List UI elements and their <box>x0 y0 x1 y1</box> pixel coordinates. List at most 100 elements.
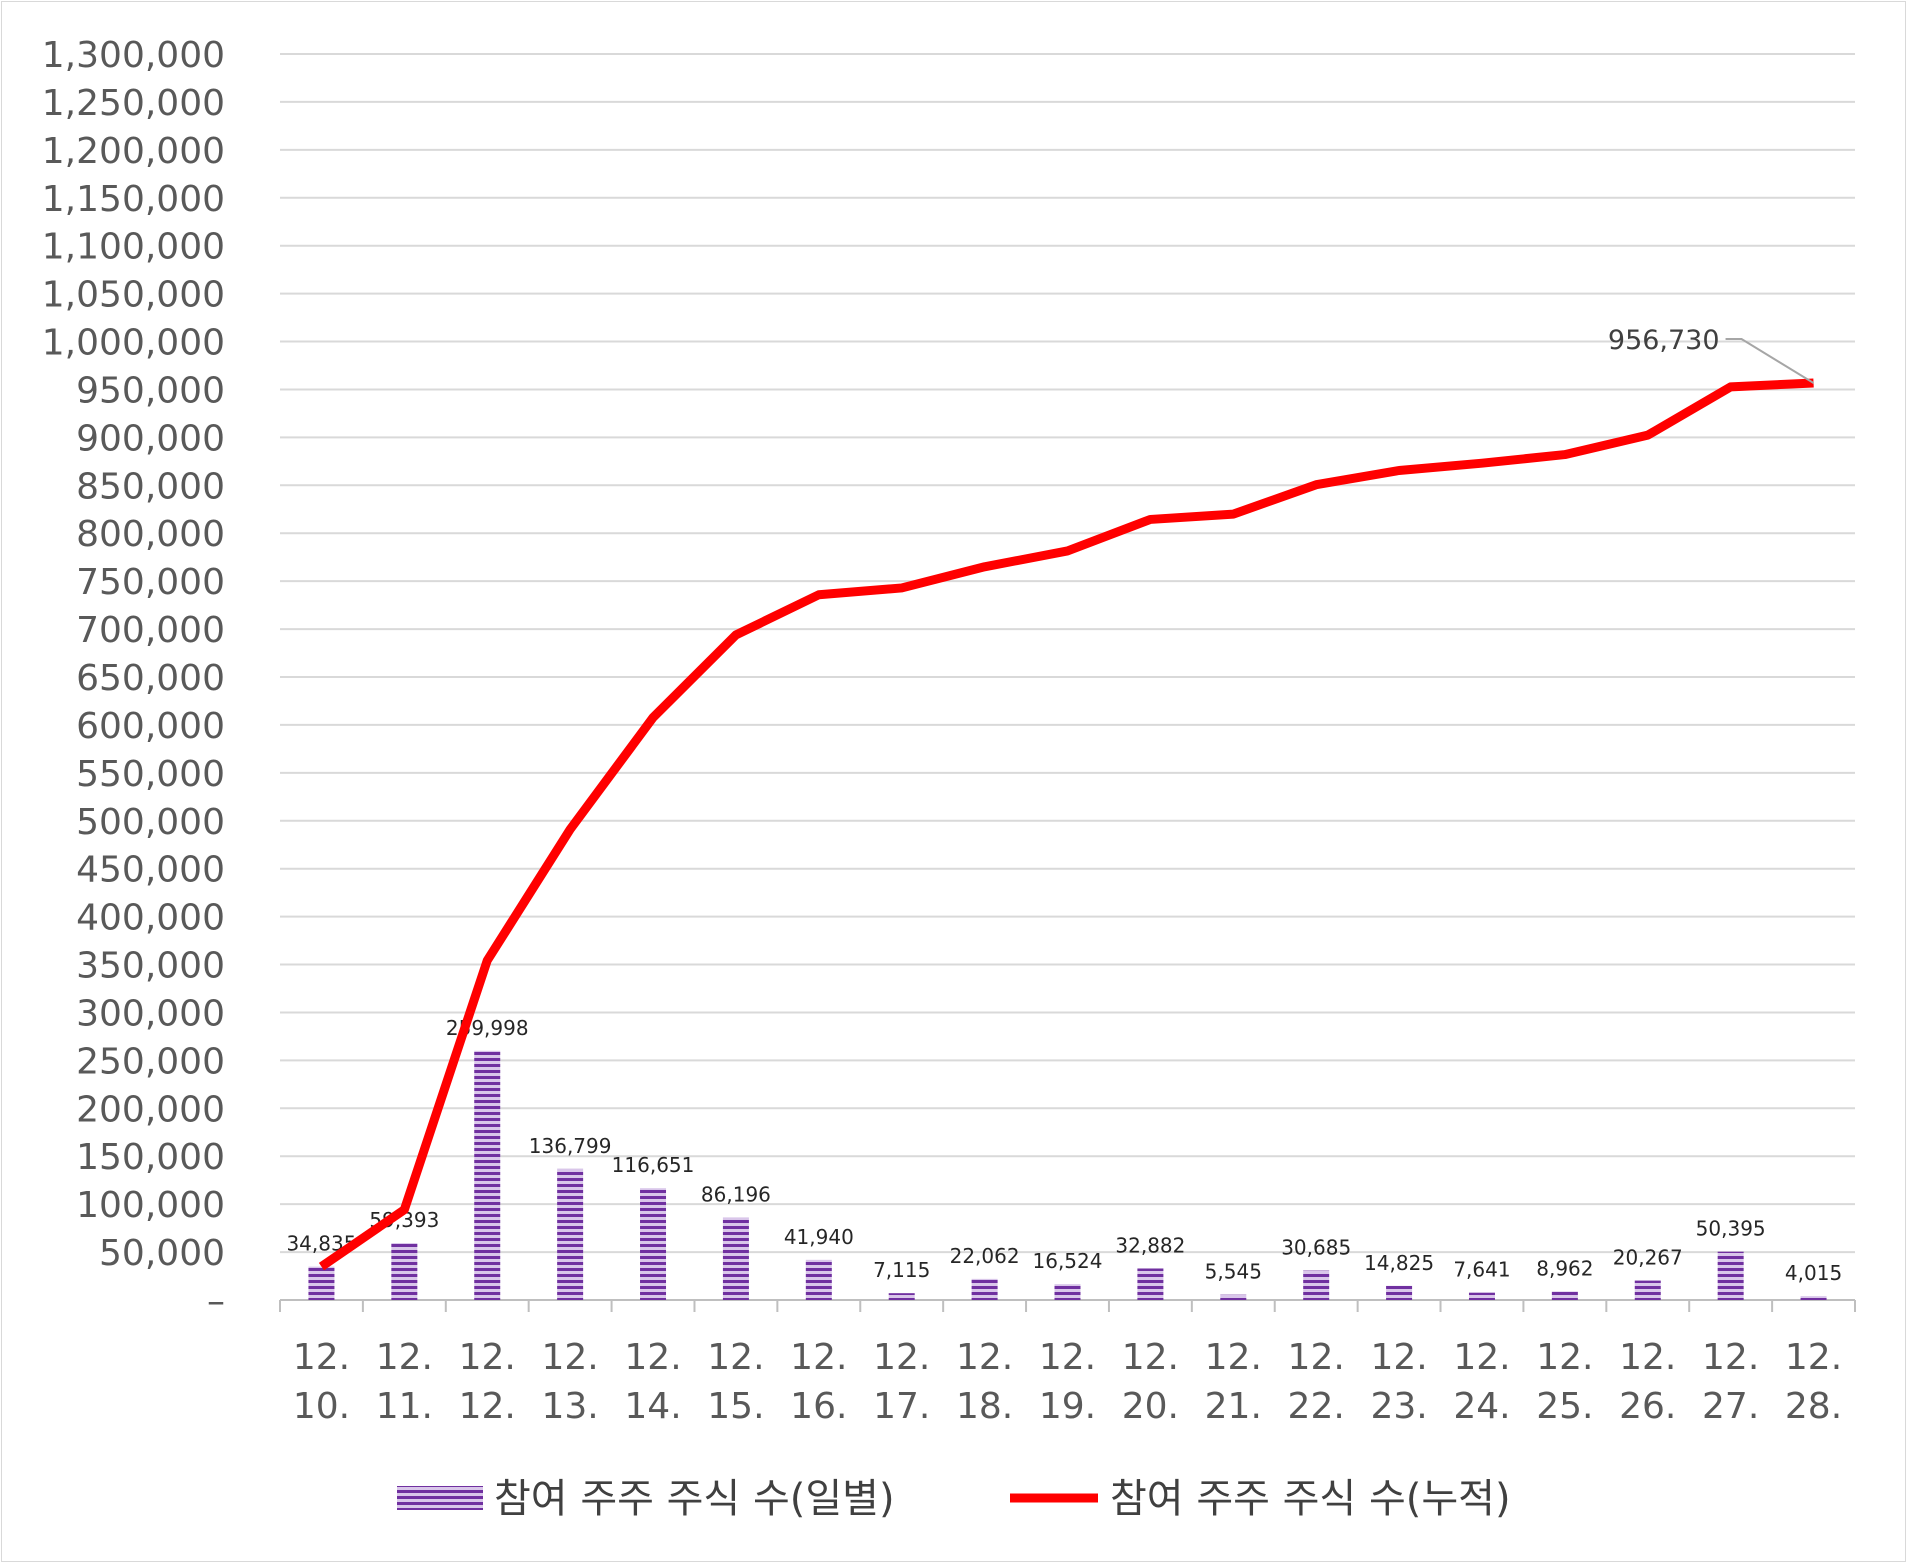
legend: 참여 주주 주식 수(일별) 참여 주주 주식 수(누적) <box>397 1476 1511 1522</box>
legend-bar-swatch <box>397 1486 483 1510</box>
x-tick-label: 22. <box>1288 1386 1345 1427</box>
y-tick-label: 50,000 <box>99 1233 225 1274</box>
x-tick-label: 12. <box>790 1337 847 1378</box>
y-tick-label: 350,000 <box>76 946 225 987</box>
bar-data-label: 4,015 <box>1785 1261 1842 1285</box>
cumulative-line <box>318 378 1814 1271</box>
y-axis-ticks: – 50,000 100,000 150,000 200,000 250,000 300,0… <box>42 35 225 1322</box>
daily-bar <box>888 1293 915 1300</box>
daily-bar <box>1468 1292 1495 1300</box>
bar-data-labels: 34,83559,393259,998136,799116,65186,1964… <box>286 1016 1842 1285</box>
bar-data-label: 8,962 <box>1536 1256 1593 1280</box>
label-leader-line <box>1725 338 1815 384</box>
daily-bar <box>1303 1270 1330 1300</box>
x-tick-label: 12. <box>293 1337 350 1378</box>
x-tick-label: 12. <box>1370 1337 1427 1378</box>
y-tick-label: 850,000 <box>76 466 225 507</box>
y-tick-label: 1,050,000 <box>42 275 225 316</box>
y-tick-label: 200,000 <box>76 1089 225 1130</box>
x-tick-label: 12. <box>1702 1337 1759 1378</box>
bar-data-label: 5,545 <box>1205 1260 1262 1284</box>
y-tick-label: 650,000 <box>76 658 225 699</box>
x-tick-label: 12. <box>873 1337 930 1378</box>
y-tick-label: – <box>207 1281 225 1322</box>
legend-line-label: 참여 주주 주식 수(누적) <box>1110 1476 1511 1522</box>
daily-bar <box>1717 1251 1744 1300</box>
bar-data-label: 7,641 <box>1453 1258 1510 1282</box>
x-axis: 12. 10. 12. 11. 12. 12. 12. 13. 12. 14. 12. 15. 12. 1… <box>279 1299 1856 1427</box>
x-tick-label: 12. <box>376 1337 433 1378</box>
daily-bar <box>1800 1296 1827 1300</box>
y-tick-label: 900,000 <box>76 418 225 459</box>
y-tick-label: 1,000,000 <box>42 323 225 364</box>
cumulative-line-label: 956,730 <box>1608 325 1815 384</box>
x-tick-label: 19. <box>1039 1386 1096 1427</box>
x-tick-label: 20. <box>1122 1386 1179 1427</box>
bar-data-label: 32,882 <box>1115 1233 1185 1257</box>
daily-bar <box>308 1266 335 1300</box>
x-tick-label: 12. <box>624 1337 681 1378</box>
y-tick-label: 1,100,000 <box>42 227 225 268</box>
x-tick-label: 10. <box>293 1386 350 1427</box>
daily-bar <box>805 1259 832 1300</box>
x-tick-label: 12. <box>459 1386 516 1427</box>
bar-data-label: 41,940 <box>784 1225 854 1249</box>
bar-data-label: 14,825 <box>1364 1251 1434 1275</box>
x-tick-label: 12. <box>707 1337 764 1378</box>
y-tick-label: 400,000 <box>76 898 225 939</box>
y-tick-label: 450,000 <box>76 850 225 891</box>
x-tick-label: 12. <box>1453 1337 1510 1378</box>
x-tick-label: 16. <box>790 1386 847 1427</box>
daily-bar <box>640 1188 667 1300</box>
daily-bar <box>1137 1268 1164 1300</box>
x-tick-label: 11. <box>376 1386 433 1427</box>
x-tick-label: 12. <box>1619 1337 1676 1378</box>
daily-bar <box>1220 1294 1247 1300</box>
y-tick-label: 1,250,000 <box>42 83 225 124</box>
x-tick-label: 12. <box>1122 1337 1179 1378</box>
daily-bars <box>308 1050 1827 1300</box>
bar-data-label: 16,524 <box>1033 1249 1103 1273</box>
x-tick-label: 24. <box>1453 1386 1510 1427</box>
daily-bar <box>971 1278 998 1300</box>
bar-data-label: 50,395 <box>1696 1217 1766 1241</box>
bar-data-label: 136,799 <box>529 1134 612 1158</box>
y-tick-label: 150,000 <box>76 1137 225 1178</box>
gridlines <box>280 53 1855 1254</box>
bar-data-label: 7,115 <box>873 1258 930 1282</box>
x-tick-label: 23. <box>1370 1386 1427 1427</box>
x-tick-label: 12. <box>459 1337 516 1378</box>
x-tick-label: 12. <box>1785 1337 1842 1378</box>
y-tick-label: 750,000 <box>76 562 225 603</box>
bar-data-label: 116,651 <box>612 1153 695 1177</box>
y-tick-label: 500,000 <box>76 802 225 843</box>
cumulative-last-label: 956,730 <box>1608 325 1720 356</box>
x-tick-label: 13. <box>541 1386 598 1427</box>
y-tick-label: 300,000 <box>76 993 225 1034</box>
x-tick-label: 12. <box>1288 1337 1345 1378</box>
y-tick-label: 1,200,000 <box>42 131 225 172</box>
daily-bar <box>474 1050 501 1300</box>
legend-bar-label: 참여 주주 주식 수(일별) <box>494 1476 895 1522</box>
x-tick-label: 27. <box>1702 1386 1759 1427</box>
x-tick-label: 26. <box>1619 1386 1676 1427</box>
x-tick-label: 17. <box>873 1386 930 1427</box>
y-tick-label: 100,000 <box>76 1185 225 1226</box>
daily-bar <box>1054 1284 1081 1300</box>
x-tick-label: 25. <box>1536 1386 1593 1427</box>
x-tick-label: 18. <box>956 1386 1013 1427</box>
y-tick-label: 1,300,000 <box>42 35 225 76</box>
bar-data-label: 30,685 <box>1281 1236 1351 1260</box>
daily-bar <box>1634 1280 1661 1300</box>
x-tick-label: 15. <box>707 1386 764 1427</box>
x-tick-label: 12. <box>1536 1337 1593 1378</box>
daily-bar <box>1386 1285 1413 1300</box>
cumulative-line-path <box>318 378 1814 1271</box>
bar-data-label: 22,062 <box>950 1244 1020 1268</box>
daily-bar <box>722 1217 749 1300</box>
daily-bar <box>1551 1291 1578 1300</box>
y-tick-label: 600,000 <box>76 706 225 747</box>
x-tick-label: 12. <box>956 1337 1013 1378</box>
